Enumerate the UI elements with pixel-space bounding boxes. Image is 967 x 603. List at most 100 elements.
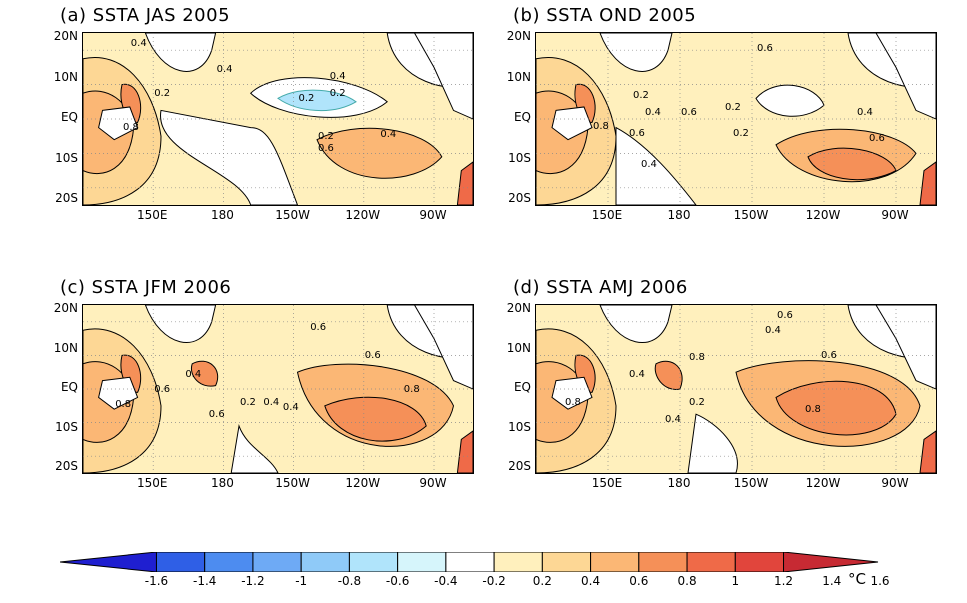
contour-label: 0.2	[298, 93, 315, 105]
colorbar-tick-label: -0.4	[434, 574, 458, 588]
sst-region-south-cool	[687, 413, 738, 473]
lat-label: EQ	[60, 110, 78, 124]
colorbar	[59, 551, 880, 573]
colorbar-swatch	[155, 551, 206, 573]
contour-label: 0.6	[821, 350, 837, 362]
contour-label: 0.2	[733, 127, 749, 139]
contour-label: 0.4	[185, 368, 202, 380]
contour-label: 0.8	[805, 404, 821, 416]
contour-label: 0.6	[869, 132, 885, 144]
contour-label: 0.6	[208, 409, 225, 421]
contour-label: 0.2	[689, 397, 705, 409]
contour-label: 0.4	[641, 158, 657, 170]
contour-label: 0.4	[130, 38, 147, 50]
contour-label: 0.6	[310, 321, 327, 333]
colorbar-tick-label: -0.6	[385, 574, 410, 588]
sst-region-se-hot	[807, 147, 897, 181]
lat-label: 20S	[55, 458, 78, 473]
colorbar-unit: °C	[848, 570, 866, 588]
lon-label: 90W	[419, 476, 447, 490]
colorbar-swatch	[445, 551, 495, 573]
contour-label: 0.4	[263, 397, 280, 409]
lon-label: 150E	[136, 476, 168, 490]
sst-field	[83, 33, 473, 205]
lat-label: 20N	[53, 301, 78, 316]
lat-label: 20S	[55, 190, 78, 205]
colorbar-tick-label: -0.2	[482, 574, 506, 588]
land-new-guinea	[551, 376, 593, 410]
colorbar-tick-label: -1.6	[144, 574, 169, 588]
lon-label: 150W	[275, 476, 310, 490]
sst-region-se-hot	[775, 380, 897, 436]
sst-region-se-hot	[324, 396, 427, 442]
contour-label: 0.8	[565, 397, 581, 409]
sst-region-coast-hot	[456, 430, 473, 473]
lon-label: 180	[210, 208, 234, 222]
contour-label: 0.6	[364, 350, 381, 362]
sst-region-north-cool	[599, 33, 673, 72]
land-americas	[413, 33, 473, 120]
colorbar-tick-label: 0.6	[629, 574, 649, 588]
contour-label: 0.6	[757, 43, 773, 55]
colorbar-tick-label: -1	[295, 574, 308, 588]
panel-title: (d) SSTA AMJ 2006	[513, 277, 688, 298]
colorbar-swatch	[638, 551, 688, 573]
lat-label: EQ	[513, 110, 531, 124]
land-americas	[413, 305, 473, 390]
lat-label: 20N	[53, 29, 78, 44]
sst-field	[83, 305, 473, 473]
land-americas	[875, 33, 936, 120]
lat-label: 20N	[506, 301, 531, 316]
contour-label: 0.4	[629, 368, 645, 380]
sst-region-south-cool	[160, 109, 299, 205]
colorbar-tick-label: 1	[731, 574, 740, 588]
contour-label: 0.2	[633, 89, 649, 101]
contour-label: 0.4	[380, 129, 397, 141]
sst-map: 0.6 0.6 0.4 0.6 0.8 0.6 0.2 0.4 0.4 0.8	[82, 304, 474, 474]
contour-label: 0.4	[282, 402, 299, 414]
panel-title: (a) SSTA JAS 2005	[60, 5, 231, 26]
contour-label: 0.6	[629, 127, 645, 139]
colorbar-tick-label: 0.2	[532, 574, 552, 588]
sst-field	[536, 305, 936, 473]
colorbar-swatch	[300, 551, 350, 573]
lon-label: 90W	[881, 208, 909, 222]
contour-label: 0.8	[123, 122, 139, 134]
lat-label: 10S	[55, 151, 78, 166]
contour-label: 0.8	[403, 383, 420, 395]
lon-label: 150W	[733, 476, 769, 490]
lon-label: 90W	[419, 208, 447, 222]
lat-label: EQ	[60, 380, 78, 394]
contour-label: 0.6	[777, 310, 793, 322]
lon-label: 150E	[136, 208, 168, 222]
lon-label: 180	[667, 208, 691, 222]
sst-region-central-cold	[277, 89, 357, 111]
colorbar-swatch	[686, 551, 736, 573]
land-americas	[875, 305, 936, 390]
colorbar-swatch	[59, 551, 157, 573]
lat-label: 10S	[55, 420, 78, 435]
land-new-guinea	[98, 106, 139, 141]
colorbar-tick-label: 1.2	[773, 574, 794, 588]
contour-label: 0.6	[681, 106, 697, 118]
lat-label: 20S	[508, 190, 531, 205]
lat-label: 10N	[53, 70, 78, 85]
sst-region-dateline-hot	[190, 360, 218, 387]
colorbar-graphic	[59, 551, 879, 573]
colorbar-swatch	[590, 551, 640, 573]
colorbar-swatch	[783, 551, 879, 573]
lat-label: EQ	[513, 380, 531, 394]
contour-label: 0.2	[318, 131, 334, 143]
lat-label: 10S	[508, 151, 531, 166]
colorbar-tick-label: 0.8	[677, 574, 697, 588]
contour-label: 0.4	[216, 63, 233, 75]
contour-label: 0.8	[115, 399, 132, 411]
contour-label: 0.6	[154, 383, 171, 395]
contour-label: 0.2	[725, 101, 741, 113]
contour-label: 0.4	[857, 106, 873, 118]
sst-map: 0.6 0.4 0.6 0.8 0.4 0.8 0.2 0.4 0.8	[535, 304, 937, 474]
lon-label: 120W	[805, 476, 841, 490]
sst-map: 0.6 0.2 0.4 0.6 0.8 0.6 0.2 0.4 0.2 0.6 0.4	[535, 32, 937, 206]
colorbar-tick-label: -1.2	[241, 574, 265, 588]
colorbar-swatch	[397, 551, 447, 573]
